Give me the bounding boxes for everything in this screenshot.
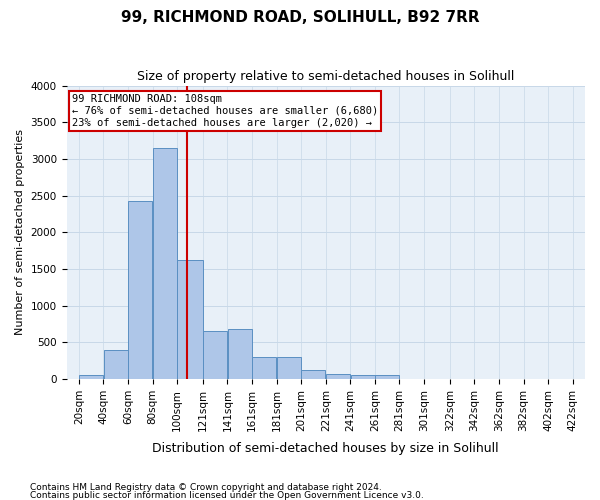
Y-axis label: Number of semi-detached properties: Number of semi-detached properties (15, 130, 25, 336)
Bar (375, 376, 399, 379)
Bar (153, 148, 177, 379)
Bar (326, 374, 350, 379)
Bar (104, 350, 128, 379)
Bar (128, 202, 152, 379)
Bar (228, 329, 252, 379)
X-axis label: Distribution of semi-detached houses by size in Solihull: Distribution of semi-detached houses by … (152, 442, 499, 455)
Text: Contains public sector information licensed under the Open Government Licence v3: Contains public sector information licen… (30, 490, 424, 500)
Bar (79, 376, 103, 379)
Bar (203, 330, 227, 379)
Bar (253, 357, 277, 379)
Bar (178, 260, 203, 379)
Text: Contains HM Land Registry data © Crown copyright and database right 2024.: Contains HM Land Registry data © Crown c… (30, 483, 382, 492)
Text: 99, RICHMOND ROAD, SOLIHULL, B92 7RR: 99, RICHMOND ROAD, SOLIHULL, B92 7RR (121, 10, 479, 25)
Bar (277, 357, 301, 379)
Bar (350, 374, 374, 379)
Bar (301, 370, 325, 379)
Text: 99 RICHMOND ROAD: 108sqm
← 76% of semi-detached houses are smaller (6,680)
23% o: 99 RICHMOND ROAD: 108sqm ← 76% of semi-d… (72, 94, 378, 128)
Title: Size of property relative to semi-detached houses in Solihull: Size of property relative to semi-detach… (137, 70, 514, 83)
